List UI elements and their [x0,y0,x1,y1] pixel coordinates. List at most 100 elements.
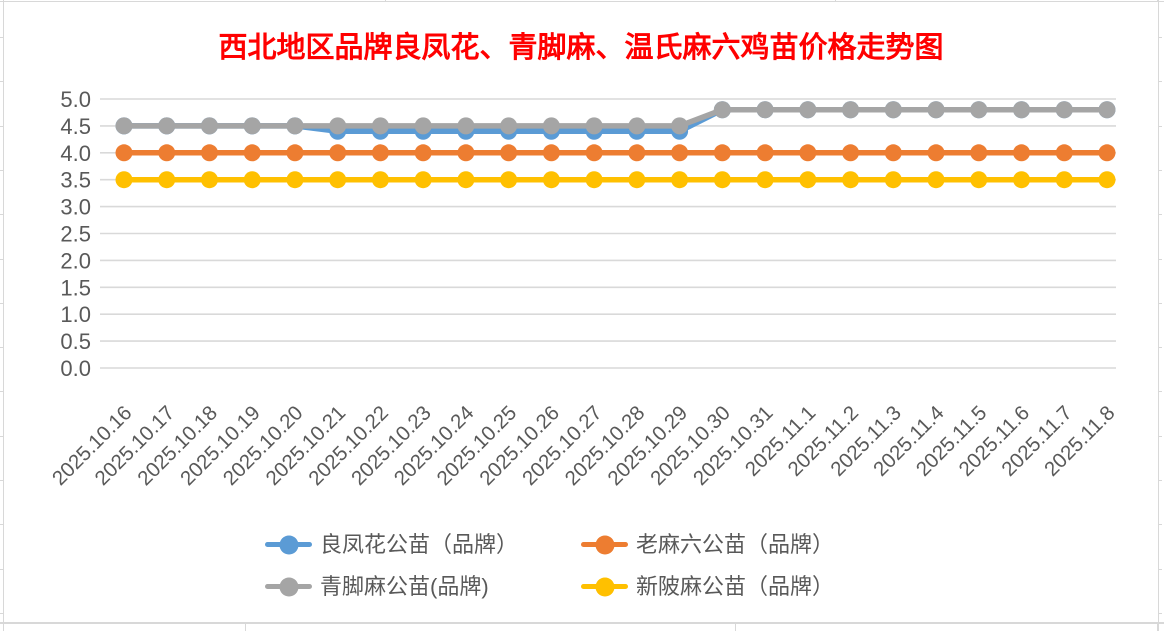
data-point [329,171,347,189]
data-point [585,171,603,189]
data-point [842,101,860,119]
legend-item-2: 青脚麻公苗(品牌) [265,571,581,603]
data-point [1098,171,1116,189]
data-point [158,117,176,135]
series-3 [115,171,1116,189]
y-tick-label: 3.0 [60,195,91,220]
data-point [713,101,731,119]
y-tick-label: 2.0 [60,248,91,273]
sheet-gridline-fragment [0,125,7,127]
y-tick-label: 5.0 [60,87,91,112]
series-line [124,107,1107,129]
legend-label: 良凤花公苗（品牌） [320,532,519,557]
legend-label: 新陂麻公苗（品牌） [636,574,835,599]
data-point [799,144,817,162]
data-point [500,144,518,162]
sheet-gridline-fragment [0,81,7,83]
legend-marker-dot [595,577,614,597]
y-tick-label: 2.5 [60,222,91,247]
data-point [115,117,133,135]
data-point [970,144,988,162]
legend-marker-dot [279,535,298,555]
data-point [713,171,731,189]
price-trend-chart[interactable]: 西北地区品牌良凤花、青脚麻、温氏麻六鸡苗价格走势图 0.0 0.5 1.0 1.5 2.… [4,2,1158,622]
y-tick-label: 0.0 [60,356,91,381]
data-point [371,117,389,135]
data-point [671,171,689,189]
data-point [243,144,261,162]
y-axis-labels: 0.00.51.01.52.02.53.03.54.04.55.0 [60,87,91,381]
series-2 [115,101,1116,135]
data-point [414,144,432,162]
data-point [970,101,988,119]
legend-marker-dot [595,535,614,555]
data-point [414,117,432,135]
data-point [200,117,218,135]
legend-item-3: 新陂麻公苗（品牌） [581,571,897,603]
y-tick-label: 3.5 [60,168,91,193]
data-point [329,144,347,162]
data-point [927,144,945,162]
sheet-gridline-fragment [0,480,7,481]
data-point [1055,171,1073,189]
data-point [1098,101,1116,119]
legend-item-0: 良凤花公苗（品牌） [265,529,581,561]
y-tick-label: 0.5 [60,329,91,354]
sheet-gridline-fragment [0,169,7,171]
sheet-gridline-fragment [1154,435,1162,437]
sheet-gridline-fragment [1154,347,1162,349]
sheet-gridline-fragment [0,1,1164,2]
sheet-gridline-fragment [1154,81,1162,83]
data-point [115,144,133,162]
data-point [671,144,689,162]
sheet-gridline-fragment [735,622,736,631]
sheet-gridline-fragment [245,622,246,631]
legend-marker [265,577,312,597]
legend-item-1: 老麻六公苗（品牌） [581,529,897,561]
y-tick-label: 1.5 [60,275,91,300]
data-point [585,144,603,162]
x-axis-labels: 2025.10.162025.10.172025.10.182025.10.19… [48,401,1120,490]
data-point [542,117,560,135]
data-point [457,117,475,135]
data-point [842,144,860,162]
sheet-gridline-fragment [1154,612,1162,614]
data-point [585,117,603,135]
data-point [542,144,560,162]
data-point [927,101,945,119]
sheet-gridline-fragment [1154,524,1162,526]
data-point [500,171,518,189]
data-point [927,171,945,189]
y-tick-label: 4.5 [60,114,91,139]
data-point [371,144,389,162]
data-point [713,144,731,162]
data-point [1013,171,1031,189]
legend-label: 老麻六公苗（品牌） [636,532,835,557]
data-point [371,171,389,189]
data-point [756,101,774,119]
chart-title: 西北地区品牌良凤花、青脚麻、温氏麻六鸡苗价格走势图 [218,32,944,64]
data-point [542,171,560,189]
data-point [243,171,261,189]
data-point [457,171,475,189]
sheet-gridline-fragment [0,435,7,437]
data-point [756,171,774,189]
data-point [500,117,518,135]
legend-grid: 良凤花公苗（品牌） 老麻六公苗（品牌） 青脚麻公苗(品牌) 新陂麻公苗（品牌） [265,529,897,603]
data-point [158,171,176,189]
sheet-gridline-fragment [0,258,7,260]
legend-marker-dot [279,577,298,597]
sheet-gridline-fragment [0,214,7,216]
sheet-gridline-fragment [0,568,7,570]
data-point [1055,144,1073,162]
y-tick-label: 1.0 [60,302,91,327]
data-point [200,171,218,189]
sheet-gridline-fragment [1154,214,1162,216]
sheet-gridline-fragment [1154,480,1162,481]
data-point [671,117,689,135]
data-point [286,117,304,135]
data-point [628,144,646,162]
data-point [158,144,176,162]
data-point [1098,144,1116,162]
gridlines [100,98,1116,369]
